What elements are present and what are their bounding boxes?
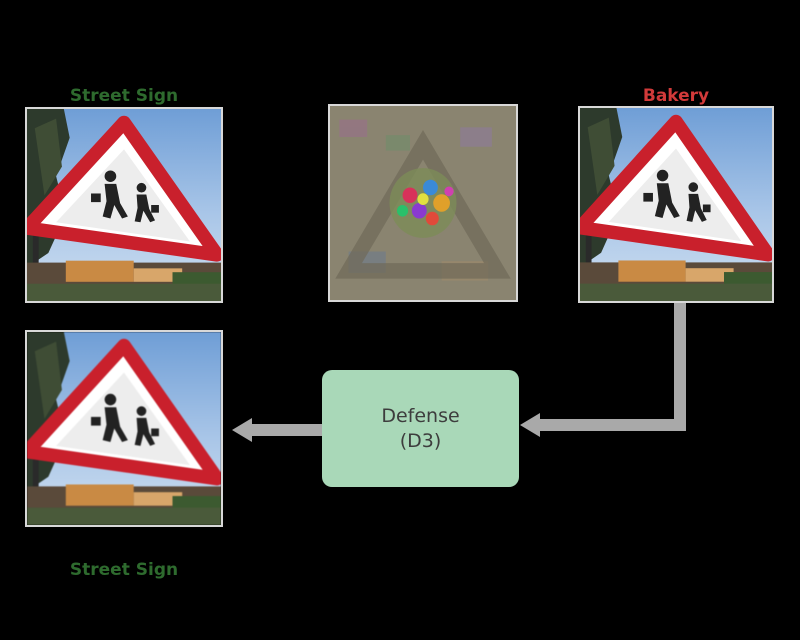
defended-prediction-label: Street Sign: [69, 560, 179, 580]
adversarial-image: [578, 106, 774, 303]
adversarial-prediction-label: Bakery: [642, 86, 710, 106]
defense-title: Defense: [381, 404, 460, 427]
original-image: [25, 107, 223, 303]
arrowhead-into-defended-image: [232, 418, 252, 442]
defended-image: [25, 330, 223, 527]
arrowhead-into-defense: [520, 413, 540, 437]
defense-box: Defense (D3): [322, 370, 519, 487]
perturbation-noise-image: [328, 104, 518, 302]
defense-method: (D3): [399, 429, 442, 452]
original-prediction-label: Street Sign: [69, 86, 179, 106]
adversarial-to-defense-connector: [532, 303, 686, 431]
